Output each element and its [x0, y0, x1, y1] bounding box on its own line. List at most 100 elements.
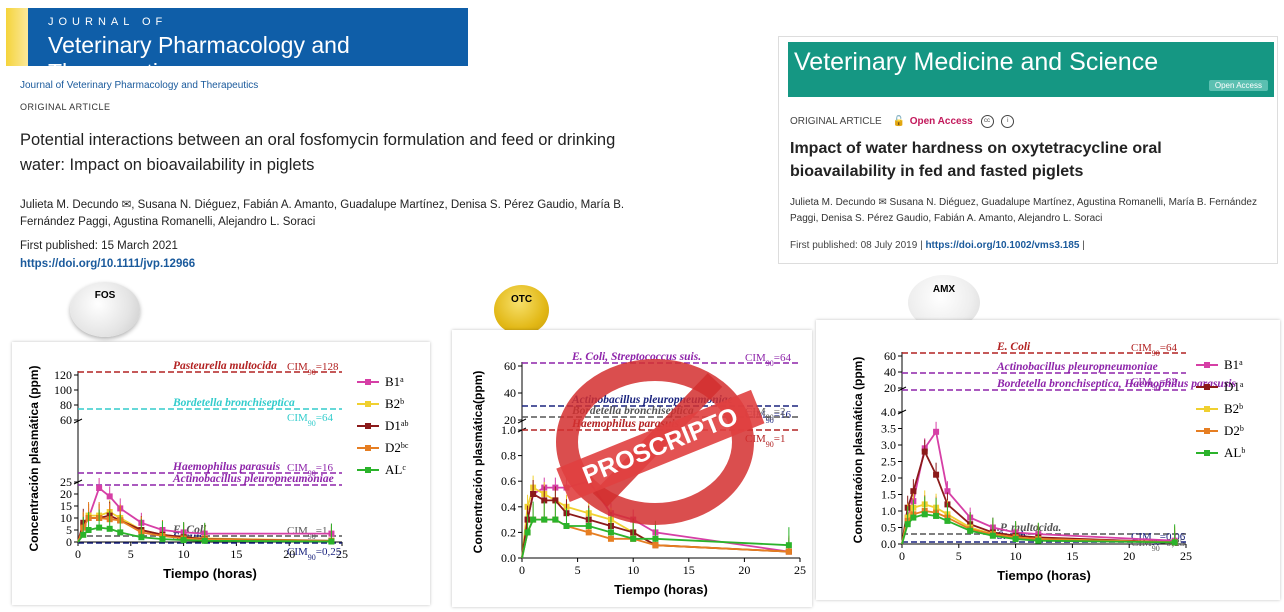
legend-label: B2b — [1224, 401, 1243, 416]
open-access-label[interactable]: Open Access — [909, 116, 973, 128]
paper-2-authors[interactable]: Julieta M. Decundo ✉ Susana N. Diéguez, … — [790, 197, 1257, 224]
cim-value: =1 — [316, 525, 328, 537]
data-point-d1 — [910, 488, 917, 495]
cim-value: =1 — [774, 433, 786, 445]
x-tick-label: 5 — [575, 563, 581, 577]
cim-subscript: 90 — [1152, 349, 1160, 358]
data-point-al — [180, 537, 187, 544]
data-point-al — [552, 516, 559, 523]
legend-superscript: b — [1239, 402, 1243, 411]
legend-marker — [1204, 384, 1210, 390]
y-tick-label: 5 — [66, 523, 72, 537]
x-tick-label: 5 — [128, 547, 134, 561]
data-point-al — [85, 527, 92, 533]
x-tick-label: 20 — [1123, 549, 1135, 563]
legend-label: D2b — [1224, 423, 1244, 438]
legend-name: AL — [385, 462, 402, 477]
y-tick-label: 3.0 — [881, 438, 896, 452]
cim-text: CIM — [287, 361, 308, 373]
y-tick-label: 15 — [60, 499, 72, 513]
data-point-d2 — [785, 548, 792, 555]
legend-label: D1ab — [385, 418, 408, 433]
legend-name: AL — [1224, 445, 1241, 460]
threshold-organism: E. Coli — [996, 341, 1031, 353]
data-point-al — [904, 521, 911, 528]
y-tick-label: 100 — [54, 383, 72, 397]
cim-subscript: 90 — [308, 368, 316, 377]
y-tick-label: 40 — [884, 365, 896, 379]
data-point-al — [563, 523, 570, 529]
data-point-d1 — [541, 497, 548, 504]
stamp-text: PROSCRIPTO — [579, 402, 742, 490]
vms-open-access-badge: Open Access — [1208, 80, 1268, 91]
data-point-al — [785, 542, 792, 549]
y-tick-label: 0.0 — [501, 551, 516, 565]
journal-name-link[interactable]: Journal of Veterinary Pharmacology and T… — [20, 80, 259, 91]
cc-icon: cc — [980, 115, 994, 128]
x-tick-label: 20 — [283, 547, 295, 561]
legend-label: ALc — [385, 462, 406, 477]
cim-text: CIM — [287, 546, 308, 558]
data-point-d1 — [552, 497, 559, 504]
data-point-d2 — [607, 535, 614, 542]
data-point-al — [201, 537, 208, 544]
x-tick-label: 20 — [738, 563, 750, 577]
y-tick-label: 0.5 — [881, 521, 896, 535]
y-tick-label: 20 — [884, 381, 896, 395]
threshold-cim: CIM90=128 — [287, 361, 339, 377]
cim-value: =16 — [774, 409, 792, 421]
cim-value: =2 — [774, 406, 786, 418]
fos-powder-icon: FOS — [70, 282, 140, 337]
y-tick-label: 120 — [54, 368, 72, 382]
cim-subscript: 90 — [1152, 383, 1160, 392]
legend-name: D2 — [1224, 423, 1240, 438]
legend-marker — [365, 401, 371, 407]
data-point-al — [541, 516, 548, 523]
paper-1-title: Potential interactions between an oral f… — [20, 131, 616, 174]
data-point-al — [80, 531, 87, 538]
legend-name: D1 — [1224, 379, 1240, 394]
axis-break — [517, 418, 527, 424]
cim-text: CIM — [745, 352, 766, 364]
paper-2-date: First published: 08 July 2019 — [790, 240, 918, 251]
y-tick-label: 25 — [60, 475, 72, 489]
x-axis-label: Tiempo (horas) — [997, 568, 1091, 583]
otc-chart: 0 5 10 15 20 25 Tiempo (horas) 0.0 0.2 0.4 0.6 0.8 1… — [471, 351, 806, 597]
legend-superscript: a — [400, 375, 404, 384]
data-point-al — [944, 517, 951, 524]
legend-label: D2bc — [385, 440, 409, 455]
cim-text: CIM — [1131, 376, 1152, 388]
paper-1-authors[interactable]: Julieta M. Decundo ✉, Susana N. Diéguez,… — [20, 199, 625, 228]
y-tick-label: 0.2 — [501, 525, 516, 539]
y-tick-label: 20 — [504, 413, 516, 427]
data-point-al — [967, 527, 974, 534]
threshold-cim: CIM90=64 — [1131, 342, 1177, 358]
data-point-al — [106, 525, 113, 532]
cim-subscript: 90 — [308, 532, 316, 541]
y-tick-label: 0.8 — [501, 449, 516, 463]
axis-break — [73, 418, 83, 424]
threshold-cim: CIM90=16 — [287, 462, 333, 478]
data-point-al — [530, 516, 537, 523]
legend-superscript: c — [402, 463, 406, 472]
x-tick-label: 10 — [627, 563, 639, 577]
lock-icon: 🔓 — [892, 116, 905, 128]
paper-1-published: First published: 15 March 2021 — [20, 240, 178, 252]
x-tick-label: 0 — [899, 549, 905, 563]
legend-superscript: bc — [401, 441, 409, 450]
paper-1-doi-link[interactable]: https://doi.org/10.1111/jvp.12966 — [20, 258, 196, 270]
legend-name: B1 — [1224, 357, 1239, 372]
paper-2-doi-link[interactable]: https://doi.org/10.1002/vms3.185 — [925, 240, 1080, 251]
cim-value: =128 — [316, 361, 339, 373]
data-point-al — [652, 535, 659, 542]
x-tick-label: 0 — [75, 547, 81, 561]
cim-value: =0,25 — [316, 546, 342, 558]
otc-label: OTC — [510, 294, 533, 305]
cim-value: =32 — [1160, 376, 1177, 388]
cim-text: CIM — [1131, 342, 1152, 354]
y-axis-label: Concentraóion plasmática (ppm) — [851, 357, 865, 544]
y-tick-label: 0.6 — [501, 474, 516, 488]
y-tick-label: 4.0 — [881, 405, 896, 419]
legend-superscript: b — [1241, 446, 1245, 455]
